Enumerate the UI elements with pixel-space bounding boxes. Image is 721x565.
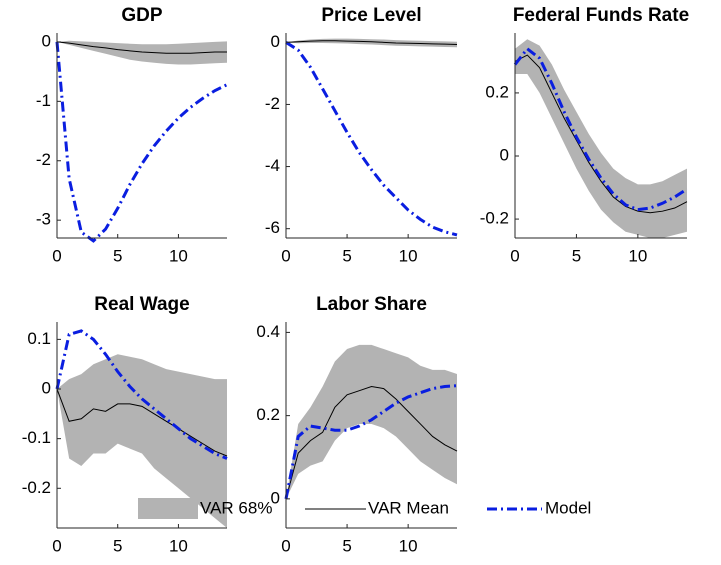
subplot: Labor Share 0 0.2 0.4 0 5 10 [256,294,458,555]
x-tick-label: 10 [169,536,188,555]
legend-label: VAR Mean [368,498,449,517]
y-tick-label: -0.1 [22,428,51,447]
x-tick-label: 10 [628,246,647,265]
model-line [55,329,228,460]
y-tick-label: 0 [42,378,51,397]
y-tick-label: -0.2 [480,209,509,228]
x-tick-label: 0 [281,536,290,555]
x-tick-label: 0 [510,246,519,265]
y-tick-label: -2 [265,94,280,113]
legend: VAR 68% VAR Mean Model [138,498,591,519]
subplot: Real Wage -0.2 -0.1 0 0.1 0 5 10 [22,294,228,555]
subplot-title: GDP [121,5,163,26]
subplot: Price Level -6 -4 -2 0 0 5 10 [265,5,458,265]
x-tick-label: 0 [52,536,61,555]
subplot: GDP -3 -2 -1 0 0 5 10 [36,5,228,265]
legend-swatch [138,498,198,519]
subplot-title: Federal Funds Rate [513,5,689,26]
y-tick-label: -4 [265,156,280,175]
x-tick-label: 10 [169,246,188,265]
confidence-band [57,40,227,65]
mean-line [285,40,458,45]
x-tick-label: 5 [342,246,351,265]
model-line [55,41,228,243]
model-line [284,384,458,500]
confidence-band [286,38,457,48]
x-tick-label: 0 [52,246,61,265]
y-tick-label: 0 [500,145,509,164]
x-tick-label: 0 [281,246,290,265]
subplot-title: Real Wage [94,294,189,315]
subplot-title: Price Level [321,5,421,26]
y-tick-label: -6 [265,218,280,237]
confidence-band [286,344,457,499]
mean-line [56,388,228,457]
y-tick-label: 0.2 [256,405,280,424]
y-tick-label: -2 [36,150,51,169]
y-tick-label: -3 [36,210,51,229]
confidence-band [57,354,227,528]
y-tick-label: 0 [271,32,280,51]
x-tick-label: 10 [399,536,418,555]
x-tick-label: 10 [399,246,418,265]
y-tick-label: 0 [271,488,280,507]
x-tick-label: 5 [113,246,122,265]
y-tick-label: 0.2 [485,82,509,101]
y-tick-label: -1 [36,91,51,110]
x-tick-label: 5 [342,536,351,555]
legend-label: Model [545,498,591,517]
x-tick-label: 5 [113,536,122,555]
confidence-band [515,39,687,238]
mean-line [56,41,227,54]
subplot: Federal Funds Rate-0.200.20 5 10 [480,5,689,265]
y-tick-label: 0 [42,31,51,50]
legend-label: VAR 68% [200,498,272,517]
mean-line [514,54,688,214]
y-tick-label: 0.4 [256,322,280,341]
y-tick-label: -0.2 [22,478,51,497]
mean-line [285,385,458,499]
x-tick-label: 5 [572,246,581,265]
subplot-title: Labor Share [316,294,427,315]
y-tick-label: 0.1 [27,329,51,348]
model-line [285,41,458,237]
model-line [513,46,688,212]
